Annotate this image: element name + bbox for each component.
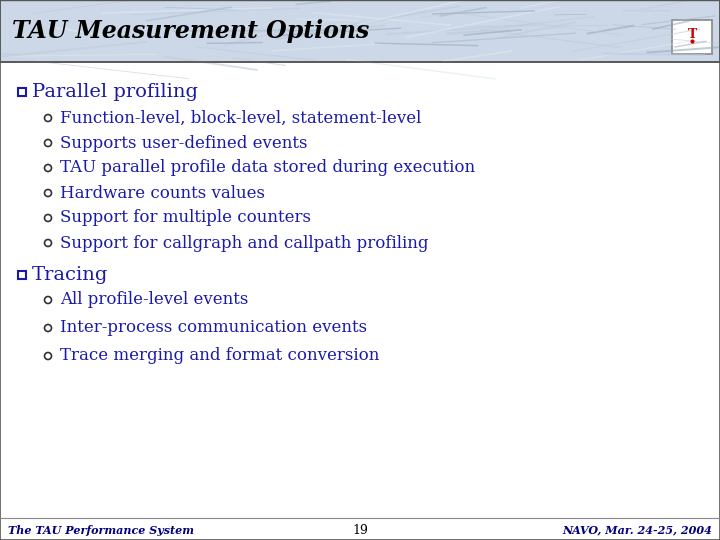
Text: TAU parallel profile data stored during execution: TAU parallel profile data stored during … [60, 159, 475, 177]
Text: Support for multiple counters: Support for multiple counters [60, 210, 311, 226]
Text: T: T [688, 28, 697, 40]
FancyBboxPatch shape [672, 20, 712, 54]
FancyBboxPatch shape [0, 0, 720, 62]
Text: 19: 19 [352, 523, 368, 537]
Text: Trace merging and format conversion: Trace merging and format conversion [60, 348, 379, 364]
Text: All profile-level events: All profile-level events [60, 292, 248, 308]
Text: Supports user-defined events: Supports user-defined events [60, 134, 307, 152]
Text: Hardware counts values: Hardware counts values [60, 185, 265, 201]
Text: TAU Measurement Options: TAU Measurement Options [12, 19, 369, 43]
Text: Inter-process communication events: Inter-process communication events [60, 320, 367, 336]
Text: Support for callgraph and callpath profiling: Support for callgraph and callpath profi… [60, 234, 428, 252]
Text: Parallel profiling: Parallel profiling [32, 83, 198, 101]
Text: NAVO, Mar. 24-25, 2004: NAVO, Mar. 24-25, 2004 [562, 524, 712, 536]
Text: The TAU Performance System: The TAU Performance System [8, 524, 194, 536]
Text: Tracing: Tracing [32, 266, 109, 284]
Text: Function-level, block-level, statement-level: Function-level, block-level, statement-l… [60, 110, 421, 126]
